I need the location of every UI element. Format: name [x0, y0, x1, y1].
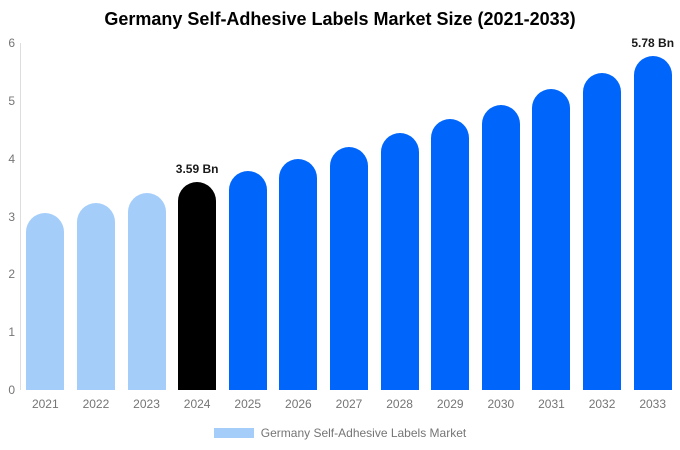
bar-2029: [431, 119, 470, 390]
bar-2033: [633, 55, 672, 390]
x-tick-label: 2026: [285, 397, 312, 411]
x-tick-label: 2023: [133, 397, 160, 411]
y-tick-label: 5: [8, 93, 15, 108]
bar-2031: [532, 89, 571, 390]
y-tick-label: 6: [8, 36, 15, 50]
y-tick-label: 1: [8, 325, 15, 340]
x-tick-label: 2022: [82, 397, 110, 411]
bar-2023: [127, 193, 166, 390]
bar-2022: [76, 203, 115, 390]
x-tick-label: 2025: [234, 397, 262, 411]
bar-2026: [279, 159, 318, 390]
bar-2021: [26, 213, 65, 390]
x-tick-label: 2024: [183, 397, 211, 411]
bar-2027: [330, 146, 368, 390]
bar-2025: [228, 171, 267, 390]
bar-2032: [583, 73, 622, 390]
legend-swatch: [213, 428, 254, 438]
x-tick-label: 2031: [538, 397, 565, 411]
x-tick-label: 2033: [639, 397, 667, 411]
legend-label: Germany Self-Adhesive Labels Market: [260, 426, 467, 440]
y-tick-label: 4: [8, 151, 15, 166]
x-tick-label: 2032: [588, 397, 616, 411]
x-tick-label: 2030: [487, 397, 515, 411]
y-tick-label: 2: [8, 267, 15, 282]
x-tick-label: 2029: [436, 397, 464, 411]
x-tick-label: 2021: [31, 397, 59, 411]
y-axis-line: [20, 43, 21, 390]
x-tick-label: 2027: [335, 397, 363, 411]
bar-2030: [481, 104, 520, 390]
x-tick-label: 2028: [386, 397, 413, 411]
y-tick-label: 3: [8, 209, 15, 224]
bar-2024: [178, 182, 217, 390]
bar-annotation: 3.59 Bn: [175, 162, 219, 177]
chart-title: Germany Self-Adhesive Labels Market Size…: [104, 9, 576, 29]
y-tick-label: 0: [8, 383, 15, 397]
legend: Germany Self-Adhesive Labels Market: [0, 426, 680, 440]
bar-2028: [380, 133, 419, 390]
bar-annotation: 5.78 Bn: [631, 35, 675, 50]
